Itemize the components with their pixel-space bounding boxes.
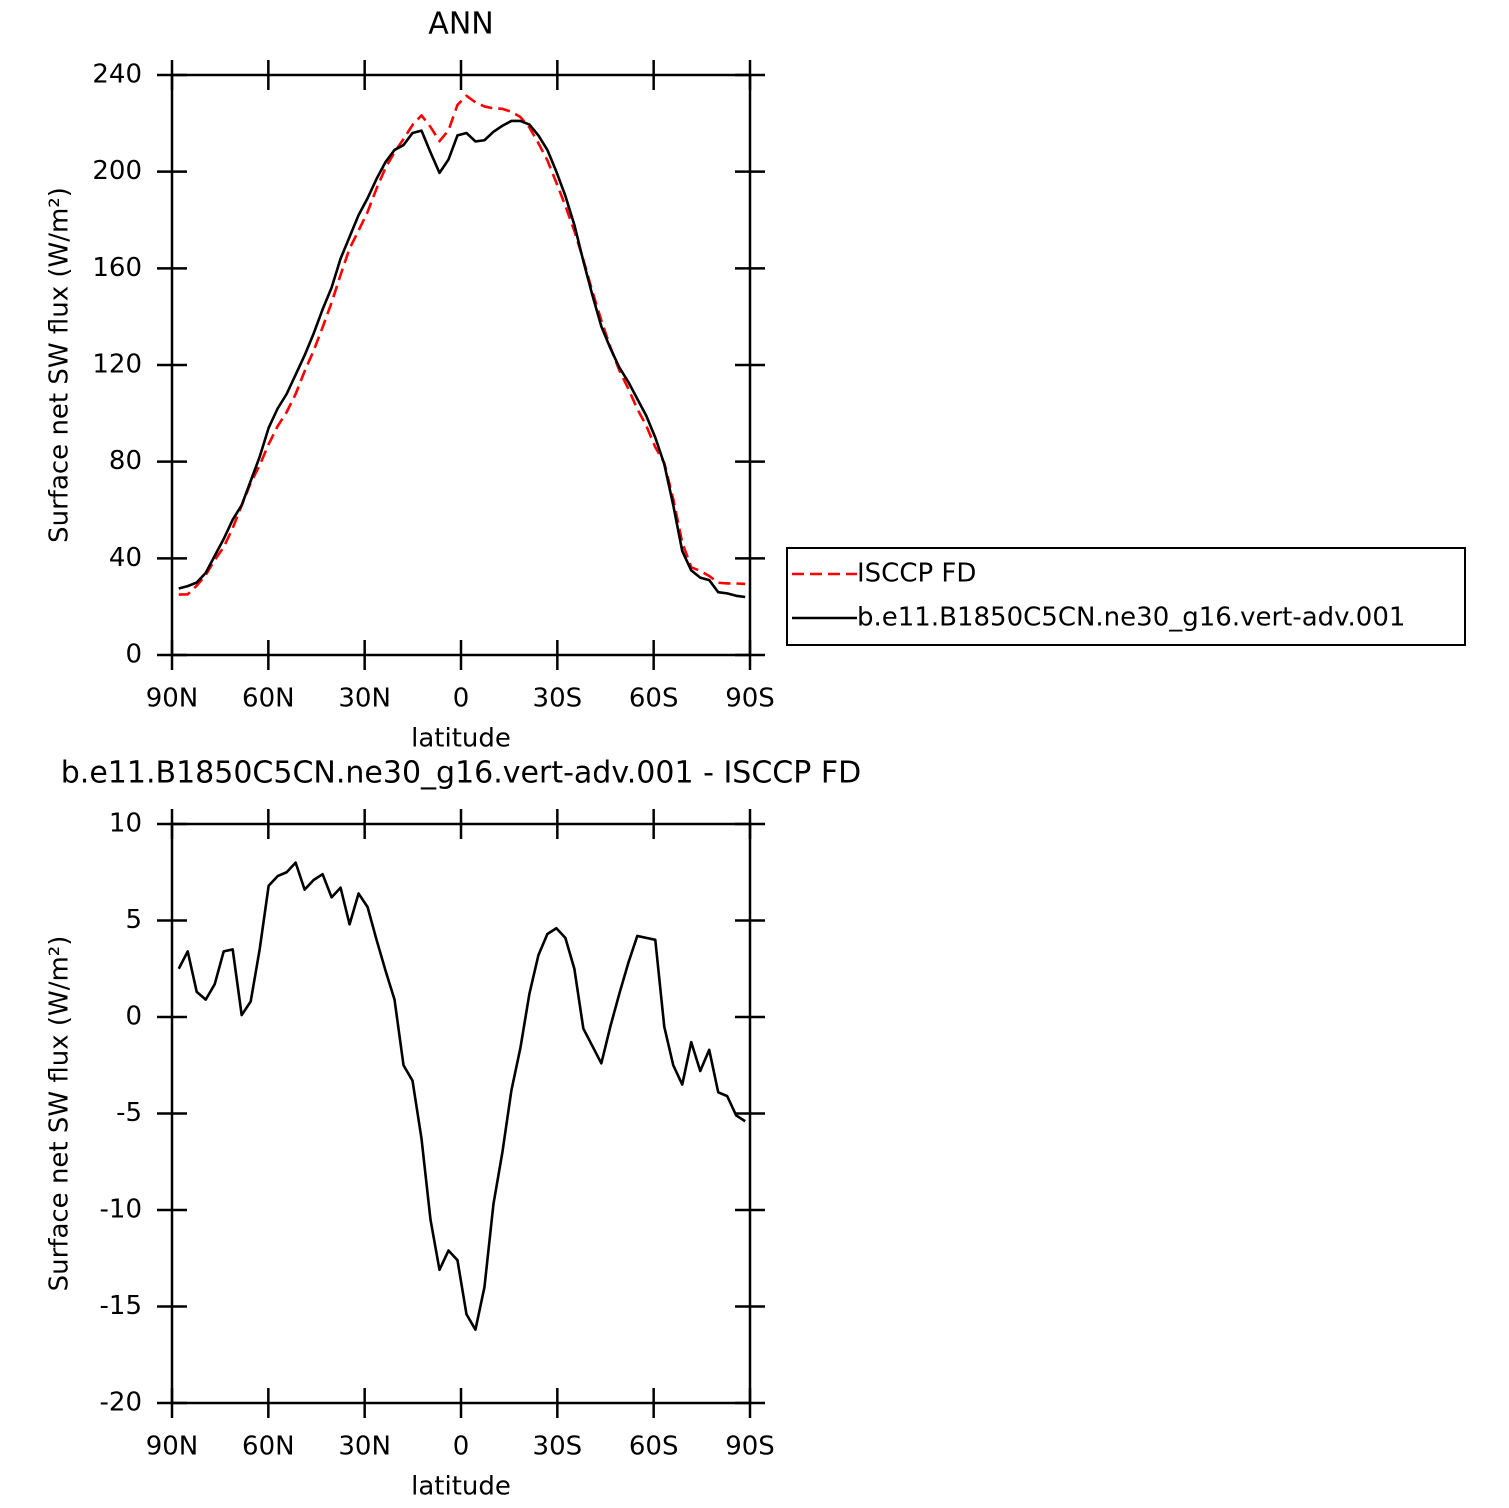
legend-label: b.e11.B1850C5CN.ne30_g16.vert-adv.001 <box>857 603 1405 633</box>
y-tick-label: 10 <box>109 809 142 839</box>
x-tick-label: 0 <box>453 684 470 714</box>
y-tick-label: 0 <box>125 640 142 670</box>
x-tick-label: 60S <box>629 684 679 714</box>
x-tick-label: 90S <box>725 1432 775 1462</box>
data-line <box>178 94 746 596</box>
x-tick-label: 90S <box>725 684 775 714</box>
y-tick-label: 80 <box>109 446 142 476</box>
y-tick-label: 40 <box>109 543 142 573</box>
x-tick-label: 60N <box>242 1432 295 1462</box>
y-tick-label: -20 <box>100 1388 142 1418</box>
x-tick-label: 30S <box>533 684 583 714</box>
y-tick-label: -5 <box>116 1098 142 1128</box>
x-tick-label: 60S <box>629 1432 679 1462</box>
chart-title: b.e11.B1850C5CN.ne30_g16.vert-adv.001 - … <box>61 756 861 791</box>
chart-title: ANN <box>428 7 493 42</box>
y-tick-label: -15 <box>100 1291 142 1321</box>
data-line <box>177 861 746 1331</box>
legend-box <box>786 547 1466 646</box>
x-tick-label: 90N <box>146 1432 199 1462</box>
y-tick-label: 240 <box>92 60 142 90</box>
y-tick-label: 120 <box>92 350 142 380</box>
x-tick-label: 30N <box>338 1432 391 1462</box>
x-tick-label: 0 <box>453 1432 470 1462</box>
x-tick-label: 60N <box>242 684 295 714</box>
y-axis-label: Surface net SW flux (W/m²) <box>45 187 75 543</box>
plot-frame <box>170 822 752 1405</box>
y-tick-label: 0 <box>125 1002 142 1032</box>
y-tick-label: 5 <box>125 905 142 935</box>
y-tick-label: 160 <box>92 253 142 283</box>
plot-frame <box>170 73 752 657</box>
x-tick-label: 30S <box>533 1432 583 1462</box>
x-tick-label: 90N <box>146 684 199 714</box>
legend-label: ISCCP FD <box>857 559 976 589</box>
x-axis-label: latitude <box>411 1472 511 1502</box>
y-tick-label: 200 <box>92 156 142 186</box>
y-tick-label: -10 <box>100 1195 142 1225</box>
x-axis-label: latitude <box>411 724 511 754</box>
data-line <box>178 119 746 599</box>
x-tick-label: 30N <box>338 684 391 714</box>
y-axis-label: Surface net SW flux (W/m²) <box>45 936 75 1292</box>
